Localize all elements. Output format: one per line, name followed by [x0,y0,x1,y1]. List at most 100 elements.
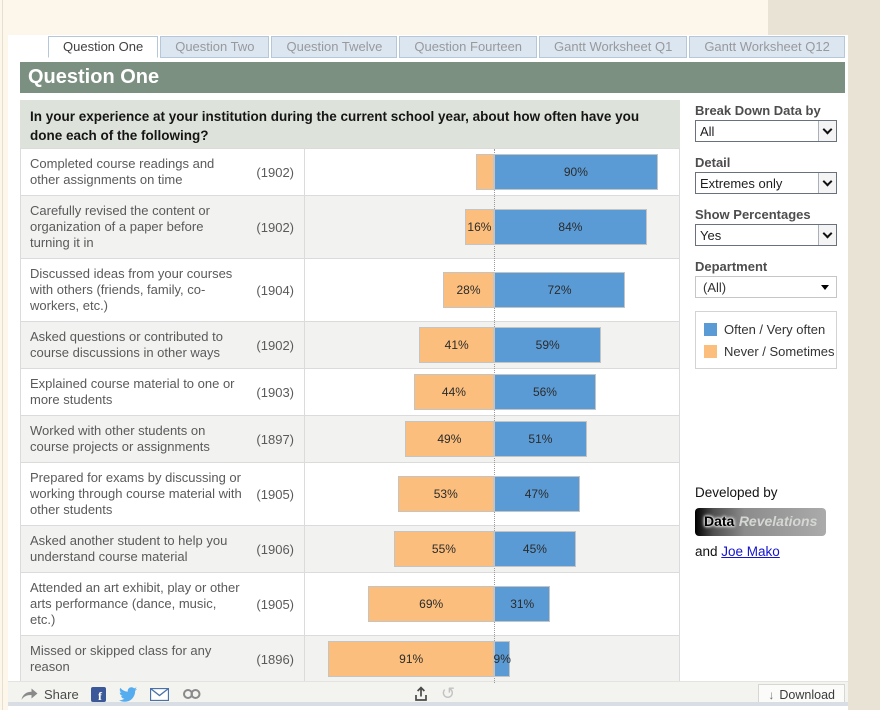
select-button [818,121,836,141]
never-bar[interactable]: 55% [393,531,494,567]
filter-group-break-down-data-by: Break Down Data by All [695,103,847,142]
credit-link-line: and Joe Mako [695,544,855,559]
and-text: and [695,544,722,559]
bottom-edge-strip [8,702,848,706]
often-bar[interactable]: 9% [494,641,511,677]
table-row: Attended an art exhibit, play or other a… [21,573,679,636]
never-bar[interactable]: 41% [419,327,494,363]
select-value: (All) [703,279,727,295]
bar-panel: 90% [304,149,679,195]
question-text: In your experience at your institution d… [20,100,680,152]
legend-swatch [704,322,717,336]
never-bar[interactable]: 53% [397,476,494,512]
link-icon[interactable] [182,688,202,700]
bar-label: 28% [456,283,481,297]
detail-select[interactable]: Extremes only [695,172,837,194]
share-label[interactable]: Share [44,686,79,702]
bar-label: 44% [441,385,466,399]
bottom-toolbar: Share f ↺ ↓ Download [8,681,848,706]
logo-word-data: Data [704,513,735,529]
table-row: Asked questions or contributed to course… [21,322,679,369]
bar-panel: 28% 72% [304,259,679,321]
filter-label: Show Percentages [695,207,811,222]
bar-label: 69% [419,597,444,611]
select-button [818,225,836,245]
row-count: (1903) [256,384,294,400]
row-count: (1902) [256,337,294,353]
often-bar[interactable]: 84% [494,209,647,245]
legend-item-often-very-often[interactable]: Often / Very often [704,318,828,340]
select-value: All [700,123,715,139]
tab-question-one[interactable]: Question One [48,36,159,58]
download-arrow-icon: ↓ [768,687,775,702]
often-bar[interactable]: 59% [494,327,602,363]
bar-panel: 16% 84% [304,196,679,258]
department-select[interactable]: (All) [695,276,837,298]
filter-group-detail: Detail Extremes only [695,155,847,194]
export-icon[interactable] [413,686,429,702]
tab-question-twelve[interactable]: Question Twelve [271,36,398,58]
bar-label: 49% [437,432,462,446]
bar-panel: 41% 59% [304,322,679,368]
facebook-icon[interactable]: f [90,686,106,702]
bar-label: 31% [510,597,535,611]
row-count: (1897) [256,431,294,447]
row-label: Attended an art exhibit, play or other a… [30,580,240,627]
often-bar[interactable]: 72% [494,272,626,308]
toolbar-center-group: ↺ [413,683,456,704]
never-bar[interactable] [475,154,494,190]
bar-panel: 49% 51% [304,416,679,462]
show-percentages-select[interactable]: Yes [695,224,837,246]
tab-question-two[interactable]: Question Two [160,36,270,58]
often-bar[interactable]: 90% [494,154,658,190]
email-icon[interactable] [149,687,169,701]
svg-text:f: f [98,689,103,702]
legend-item-never-sometimes[interactable]: Never / Sometimes [704,340,835,362]
refresh-icon[interactable]: ↺ [441,683,456,704]
bar-label: 53% [433,487,458,501]
never-bar[interactable]: 91% [328,641,494,677]
row-label: Completed course readings and other assi… [30,156,215,187]
table-row: Missed or skipped class for any reason (1… [21,636,679,683]
bar-label: 45% [522,542,547,556]
legend-label: Never / Sometimes [724,343,835,359]
filter-group-show-percentages: Show Percentages Yes [695,207,847,246]
chart-table: Completed course readings and other assi… [20,148,680,684]
legend: Often / Very often Never / Sometimes [695,311,837,369]
bar-label: 56% [532,385,557,399]
bar-panel: 55% 45% [304,526,679,572]
often-bar[interactable]: 56% [494,374,596,410]
never-bar[interactable]: 69% [368,586,494,622]
data-revelations-logo[interactable]: Data Revelations [695,508,827,536]
row-count: (1905) [256,486,294,502]
never-bar[interactable]: 44% [413,374,494,410]
joe-mako-link[interactable]: Joe Mako [721,544,780,559]
row-count: (1902) [256,164,294,180]
row-label: Asked questions or contributed to course… [30,329,223,360]
download-label: Download [779,687,835,702]
table-row: Prepared for exams by discussing or work… [21,463,679,526]
twitter-icon[interactable] [118,686,137,702]
often-bar[interactable]: 51% [494,421,587,457]
share-arrow-icon[interactable] [21,688,38,701]
tab-question-fourteen[interactable]: Question Fourteen [399,36,538,58]
chevron-down-icon [822,176,833,187]
never-bar[interactable]: 16% [464,209,494,245]
bar-label: 55% [431,542,456,556]
bar-label: 51% [528,432,553,446]
filter-label: Break Down Data by [695,103,821,118]
tab-gantt-worksheet-q1[interactable]: Gantt Worksheet Q1 [539,36,688,58]
tab-gantt-worksheet-q12[interactable]: Gantt Worksheet Q12 [689,36,845,58]
often-bar[interactable]: 31% [494,586,551,622]
never-bar[interactable]: 28% [443,272,494,308]
bar-label: 41% [444,338,469,352]
chevron-down-icon [822,124,833,135]
share-group: Share f [21,686,215,702]
break-down-data-by-select[interactable]: All [695,120,837,142]
row-label: Prepared for exams by discussing or work… [30,470,242,517]
developed-by-text: Developed by [695,485,778,500]
often-bar[interactable]: 45% [494,531,576,567]
never-bar[interactable]: 49% [404,421,494,457]
row-label: Missed or skipped class for any reason [30,643,212,674]
often-bar[interactable]: 47% [494,476,580,512]
